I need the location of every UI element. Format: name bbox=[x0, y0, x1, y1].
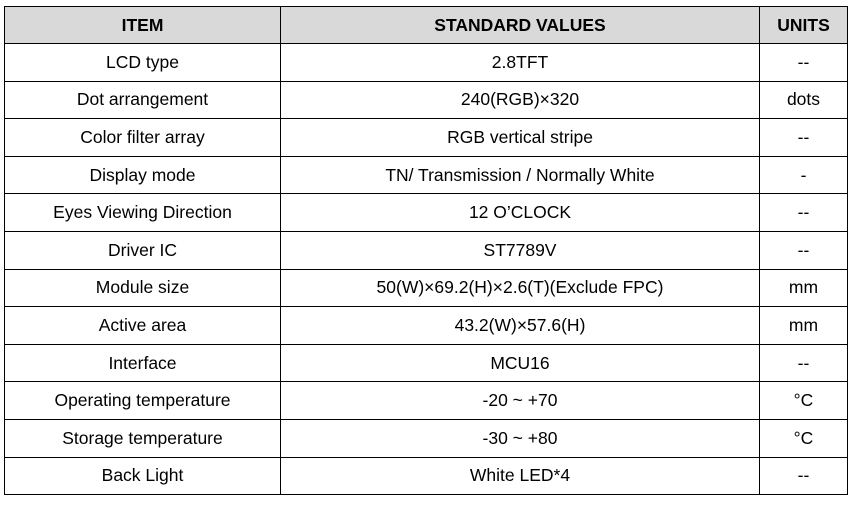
row-unit: -- bbox=[759, 343, 848, 383]
row-value: MCU16 bbox=[280, 343, 760, 383]
table-row: Back Light White LED*4 -- bbox=[4, 456, 848, 496]
row-value: -30 ~ +80 bbox=[280, 418, 760, 458]
table-header-row: ITEM STANDARD VALUES UNITS bbox=[4, 6, 848, 44]
table-row: Storage temperature -30 ~ +80 °C bbox=[4, 418, 848, 458]
row-value: 43.2(W)×57.6(H) bbox=[280, 306, 760, 345]
table-row: Module size 50(W)×69.2(H)×2.6(T)(Exclude… bbox=[4, 268, 848, 308]
table-row: Dot arrangement 240(RGB)×320 dots bbox=[4, 80, 848, 120]
row-unit: -- bbox=[759, 43, 848, 82]
row-value: 12 O’CLOCK bbox=[280, 193, 760, 232]
row-item: Interface bbox=[4, 343, 281, 383]
row-item: Display mode bbox=[4, 155, 281, 195]
header-item: ITEM bbox=[4, 6, 281, 44]
row-unit: -- bbox=[759, 230, 848, 270]
row-unit: °C bbox=[759, 418, 848, 458]
row-item: LCD type bbox=[4, 43, 281, 82]
header-units: UNITS bbox=[759, 6, 848, 44]
row-unit: -- bbox=[759, 193, 848, 232]
row-value: White LED*4 bbox=[280, 456, 760, 496]
table-row: Color filter array RGB vertical stripe -… bbox=[4, 118, 848, 157]
row-item: Back Light bbox=[4, 456, 281, 496]
row-value: -20 ~ +70 bbox=[280, 381, 760, 420]
table-row: Display mode TN/ Transmission / Normally… bbox=[4, 155, 848, 195]
row-value: TN/ Transmission / Normally White bbox=[280, 155, 760, 195]
row-item: Module size bbox=[4, 268, 281, 308]
row-item: Driver IC bbox=[4, 230, 281, 270]
table-row: Driver IC ST7789V -- bbox=[4, 230, 848, 270]
row-item: Operating temperature bbox=[4, 381, 281, 420]
table-row: Interface MCU16 -- bbox=[4, 343, 848, 383]
row-item: Storage temperature bbox=[4, 418, 281, 458]
row-unit: dots bbox=[759, 80, 848, 120]
table-row: LCD type 2.8TFT -- bbox=[4, 43, 848, 82]
specification-table: ITEM STANDARD VALUES UNITS LCD type 2.8T… bbox=[4, 6, 848, 496]
row-unit: -- bbox=[759, 456, 848, 496]
row-unit: -- bbox=[759, 118, 848, 157]
table-row: Active area 43.2(W)×57.6(H) mm bbox=[4, 306, 848, 345]
row-unit: °C bbox=[759, 381, 848, 420]
row-item: Color filter array bbox=[4, 118, 281, 157]
row-item: Dot arrangement bbox=[4, 80, 281, 120]
row-value: ST7789V bbox=[280, 230, 760, 270]
row-value: 50(W)×69.2(H)×2.6(T)(Exclude FPC) bbox=[280, 268, 760, 308]
table-row: Operating temperature -20 ~ +70 °C bbox=[4, 381, 848, 420]
row-item: Eyes Viewing Direction bbox=[4, 193, 281, 232]
row-item: Active area bbox=[4, 306, 281, 345]
row-unit: mm bbox=[759, 268, 848, 308]
row-value: 2.8TFT bbox=[280, 43, 760, 82]
table-row: Eyes Viewing Direction 12 O’CLOCK -- bbox=[4, 193, 848, 232]
row-unit: - bbox=[759, 155, 848, 195]
header-standard-values: STANDARD VALUES bbox=[280, 6, 760, 44]
row-unit: mm bbox=[759, 306, 848, 345]
row-value: RGB vertical stripe bbox=[280, 118, 760, 157]
row-value: 240(RGB)×320 bbox=[280, 80, 760, 120]
